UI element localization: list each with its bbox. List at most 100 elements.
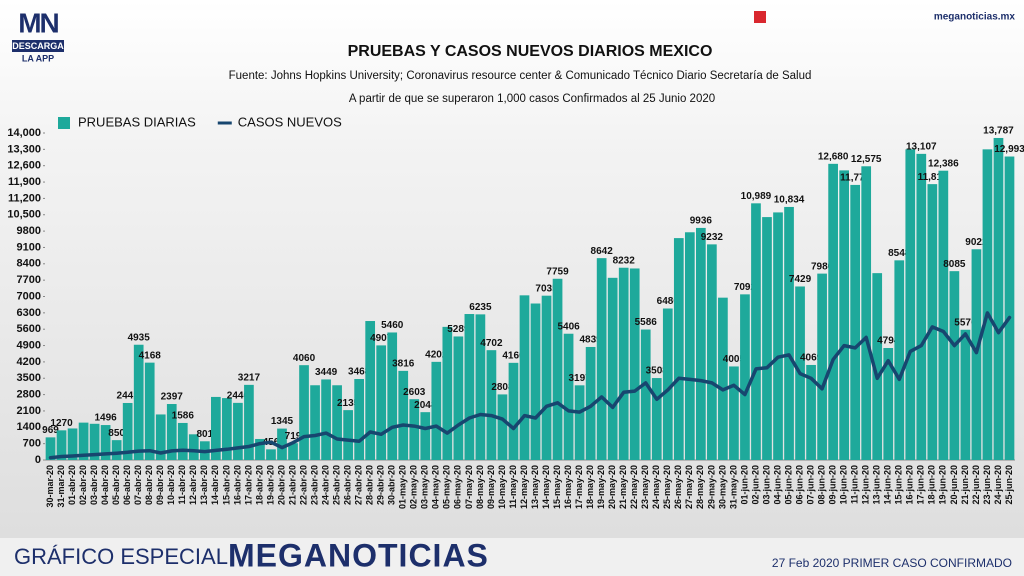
x-tick-label: 13-may-20 bbox=[530, 465, 540, 509]
bar bbox=[133, 344, 144, 460]
data-label: 8548 bbox=[888, 248, 911, 259]
x-tick-label: 08-abr-20 bbox=[144, 465, 154, 505]
data-label: 5576 bbox=[954, 317, 977, 328]
x-tick-label: 06-abr-20 bbox=[122, 465, 132, 505]
data-label: 8085 bbox=[943, 259, 966, 270]
y-tick-label: 8400 bbox=[17, 258, 41, 270]
bar bbox=[387, 332, 398, 460]
bar bbox=[817, 273, 827, 460]
x-tick-label: 02-may-20 bbox=[409, 465, 419, 509]
data-label: 8642 bbox=[591, 246, 614, 257]
x-tick-label: 31-may-20 bbox=[728, 465, 738, 509]
x-tick-label: 01-abr-20 bbox=[67, 465, 77, 505]
data-label: 13,787 bbox=[983, 126, 1014, 137]
data-label: 801 bbox=[196, 429, 213, 440]
data-label: 1270 bbox=[50, 418, 73, 429]
bar bbox=[552, 278, 563, 460]
x-tick-label: 24-may-20 bbox=[651, 465, 661, 509]
data-label: 2446 bbox=[227, 391, 250, 402]
bar bbox=[684, 232, 695, 460]
data-label: 2135 bbox=[337, 398, 360, 409]
y-tick-label: 4200 bbox=[17, 356, 41, 368]
y-tick-label: 3500 bbox=[17, 372, 41, 384]
line bbox=[48, 311, 1012, 460]
data-label: 12,386 bbox=[928, 158, 959, 169]
data-label: 6235 bbox=[469, 302, 492, 313]
x-tick-label: 03-jun-20 bbox=[761, 465, 771, 505]
x-tick-label: 19-jun-20 bbox=[938, 465, 948, 505]
x-tick-label: 30-abr-20 bbox=[387, 465, 397, 505]
y-tick-label: 1400 bbox=[17, 421, 41, 433]
bar bbox=[982, 149, 993, 460]
data-label: 2808 bbox=[491, 382, 514, 393]
x-tick-label: 29-abr-20 bbox=[376, 465, 386, 505]
data-label: 719 bbox=[285, 431, 302, 442]
data-label: 13,107 bbox=[906, 141, 937, 152]
x-tick-label: 03-may-20 bbox=[420, 465, 430, 509]
bar bbox=[607, 277, 618, 460]
bar bbox=[288, 443, 298, 460]
x-tick-label: 05-abr-20 bbox=[111, 465, 121, 505]
bar bbox=[662, 308, 673, 460]
x-tick-label: 06-jun-20 bbox=[794, 465, 804, 505]
x-tick-label: 27-may-20 bbox=[684, 465, 694, 509]
x-tick-label: 29-may-20 bbox=[706, 465, 716, 509]
bar bbox=[255, 438, 265, 460]
x-tick-label: 17-abr-20 bbox=[243, 465, 253, 505]
bar bbox=[894, 260, 905, 460]
x-tick-label: 18-abr-20 bbox=[254, 465, 264, 505]
bar bbox=[155, 414, 166, 460]
bar bbox=[420, 412, 431, 460]
x-tick-label: 12-jun-20 bbox=[861, 465, 871, 505]
data-label: 9232 bbox=[701, 232, 724, 243]
bar bbox=[111, 440, 122, 460]
bar bbox=[960, 329, 971, 460]
bar bbox=[740, 294, 750, 460]
data-label: 12,993 bbox=[994, 144, 1024, 155]
data-label: 3449 bbox=[315, 367, 338, 378]
data-label: 7035 bbox=[535, 283, 558, 294]
x-tick-label: 19-may-20 bbox=[596, 465, 606, 509]
y-tick-label: 4900 bbox=[17, 339, 41, 351]
y-tick-label: 11,200 bbox=[8, 192, 41, 204]
x-tick-label: 15-may-20 bbox=[552, 465, 562, 509]
bar bbox=[299, 365, 309, 460]
x-tick-label: 07-may-20 bbox=[464, 465, 474, 509]
y-tick-label: 9800 bbox=[17, 225, 41, 237]
x-tick-label: 01-jun-20 bbox=[739, 465, 749, 505]
bar bbox=[431, 361, 442, 460]
logo-cta: DESCARGA bbox=[12, 41, 64, 51]
data-label: 3217 bbox=[238, 373, 261, 384]
icon bbox=[754, 11, 766, 23]
bar bbox=[696, 227, 706, 460]
data-label: 1586 bbox=[172, 411, 195, 422]
x-tick-label: 31-mar-20 bbox=[56, 465, 66, 508]
x-tick-label: 17-jun-20 bbox=[916, 465, 926, 505]
x-tick-label: 12-may-20 bbox=[519, 465, 529, 509]
x-tick-label: 30-may-20 bbox=[717, 465, 727, 509]
bar bbox=[618, 267, 629, 460]
bar bbox=[806, 364, 816, 460]
bar bbox=[166, 404, 177, 460]
data-label: 9022 bbox=[965, 237, 988, 248]
x-tick-label: 18-may-20 bbox=[585, 465, 595, 509]
bar bbox=[828, 163, 838, 460]
bar bbox=[530, 303, 541, 460]
bar bbox=[453, 336, 464, 460]
x-tick-label: 20-may-20 bbox=[607, 465, 617, 509]
x-tick-label: 11-jun-20 bbox=[850, 465, 860, 504]
logo-cta-box bbox=[12, 40, 64, 52]
bar bbox=[475, 314, 486, 460]
legend-label: PRUEBAS DIARIAS bbox=[78, 114, 196, 129]
data-label: 4160 bbox=[502, 350, 525, 361]
footer-left: GRÁFICO ESPECIAL bbox=[14, 544, 228, 569]
data-label: 4839 bbox=[580, 335, 603, 346]
site: meganoticias.mx bbox=[934, 12, 1016, 23]
data-label: 969 bbox=[42, 425, 59, 436]
bar bbox=[78, 422, 89, 460]
x-tick-label: 23-jun-20 bbox=[982, 465, 992, 505]
bar bbox=[508, 362, 519, 460]
bar bbox=[993, 137, 1004, 460]
bar bbox=[729, 366, 739, 460]
